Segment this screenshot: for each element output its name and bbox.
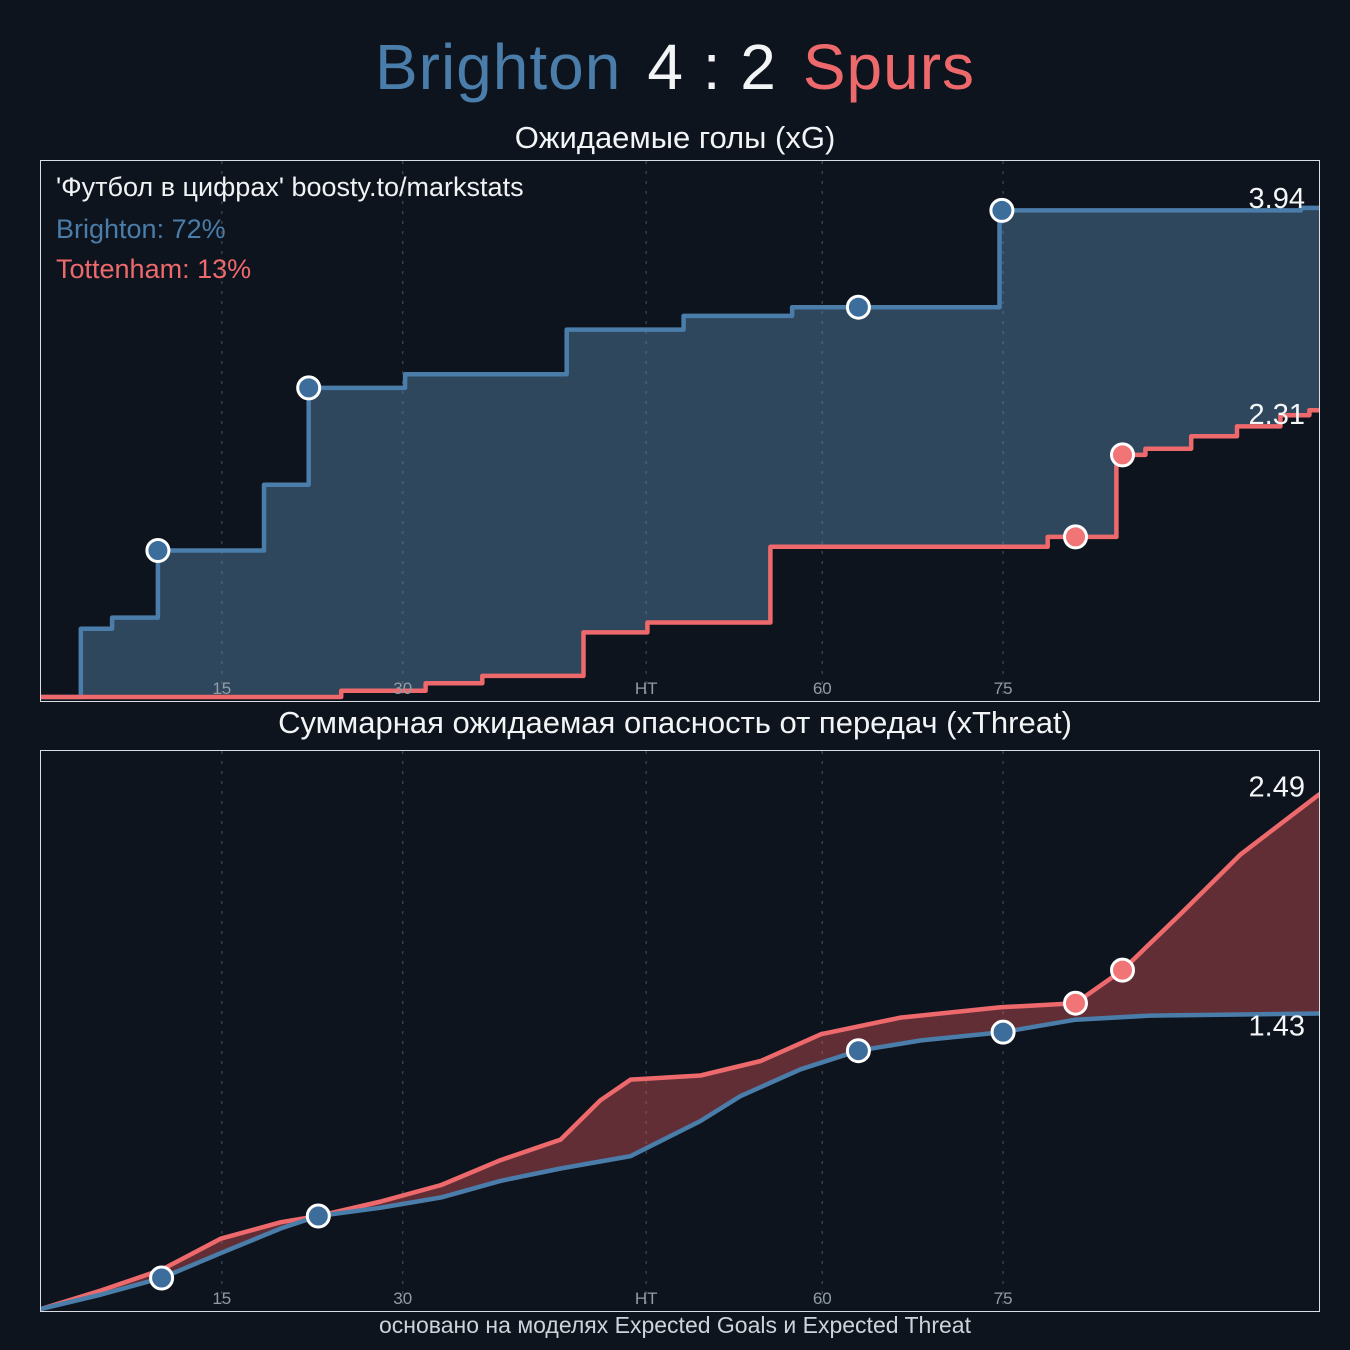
tottenham-goal-marker [1063,524,1088,550]
brighton-goal-marker [845,294,871,320]
footer-note: основано на моделях Expected Goals и Exp… [379,1312,971,1338]
xg-chart-title: Ожидаемые голы (xG) [514,120,836,155]
tottenham-goal-marker [1063,990,1088,1016]
tottenham-goal-marker [1110,442,1135,468]
match-score: 4 : 2 [647,31,777,103]
brighton-line [41,1011,1319,1311]
away-win-probability: Tottenham: 13% [56,254,252,284]
tottenham-final-value-label: 2.31 [1249,399,1305,431]
xg-chart-panel: 3.94 2.31 15 30 HT 60 75 [40,160,1320,702]
xthreat-chart-panel: 2.49 1.43 15 30 HT 60 75 [40,750,1320,1312]
area-between-series [41,794,1319,1309]
brighton-goal-marker [990,1019,1016,1045]
brighton-goal-marker [149,1265,175,1291]
x-tick-label: 15 [212,679,231,698]
x-tick-label: 30 [393,679,412,698]
away-team-name: Spurs [802,31,976,103]
xthreat-chart: 2.49 1.43 15 30 HT 60 75 [41,751,1319,1311]
brighton-goal-marker [989,197,1015,223]
watermark: 'Футбол в цифрах' boosty.to/markstats [56,172,524,202]
match-title: Brighton 4 : 2 Spurs [0,30,1350,104]
home-win-probability: Brighton: 72% [56,214,226,244]
area-between-series [41,207,1319,697]
x-tick-label: 60 [813,1289,832,1308]
home-team-name: Brighton [374,31,622,103]
brighton-goal-marker [145,538,171,563]
x-tick-label: 30 [393,1289,412,1308]
tottenham-line [41,407,1319,700]
brighton-goal-marker [296,375,322,401]
xthreat-chart-title: Суммарная ожидаемая опасность от передач… [278,705,1072,740]
brighton-goal-marker [305,1203,331,1229]
x-tick-label: 75 [994,679,1013,698]
x-tick-label: 15 [212,1289,231,1308]
brighton-final-value-label: 1.43 [1249,1011,1305,1043]
brighton-final-value-label: 3.94 [1249,183,1305,215]
xg-chart: 3.94 2.31 15 30 HT 60 75 [41,161,1319,701]
brighton-goal-marker [845,1038,871,1064]
x-tick-label: 60 [813,679,832,698]
tottenham-goal-marker [1110,957,1135,983]
x-tick-label: HT [635,1289,658,1308]
x-tick-label: HT [635,679,658,698]
tottenham-line [41,792,1319,1311]
tottenham-final-value-label: 2.49 [1249,772,1305,804]
brighton-line [41,205,1319,700]
x-tick-label: 75 [994,1289,1013,1308]
